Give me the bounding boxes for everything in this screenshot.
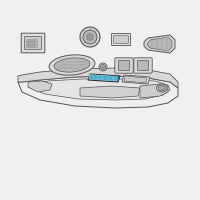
FancyBboxPatch shape [27,40,37,47]
Polygon shape [18,76,178,108]
Polygon shape [28,79,170,100]
FancyBboxPatch shape [112,33,130,46]
Polygon shape [104,75,108,80]
FancyBboxPatch shape [114,36,128,43]
Polygon shape [140,84,168,98]
Ellipse shape [101,64,106,70]
Ellipse shape [102,66,104,68]
Polygon shape [144,35,175,53]
Ellipse shape [158,85,166,91]
Polygon shape [89,74,93,79]
Ellipse shape [80,27,100,47]
Ellipse shape [49,55,95,75]
Polygon shape [147,37,172,51]
Ellipse shape [99,63,107,71]
FancyBboxPatch shape [118,60,130,71]
Polygon shape [80,86,140,98]
Ellipse shape [156,84,168,92]
Polygon shape [99,75,103,80]
Ellipse shape [83,30,97,44]
Ellipse shape [86,33,94,40]
Ellipse shape [54,58,90,72]
FancyBboxPatch shape [28,41,35,46]
FancyBboxPatch shape [24,36,42,49]
FancyBboxPatch shape [115,58,133,73]
FancyBboxPatch shape [134,58,152,73]
Polygon shape [18,68,178,88]
FancyBboxPatch shape [21,33,45,53]
Polygon shape [113,76,117,81]
Ellipse shape [160,86,164,90]
Polygon shape [124,76,147,83]
Polygon shape [108,76,112,81]
Polygon shape [28,81,52,92]
Polygon shape [122,75,150,84]
Polygon shape [94,75,98,80]
Polygon shape [88,74,120,82]
FancyBboxPatch shape [138,60,148,71]
